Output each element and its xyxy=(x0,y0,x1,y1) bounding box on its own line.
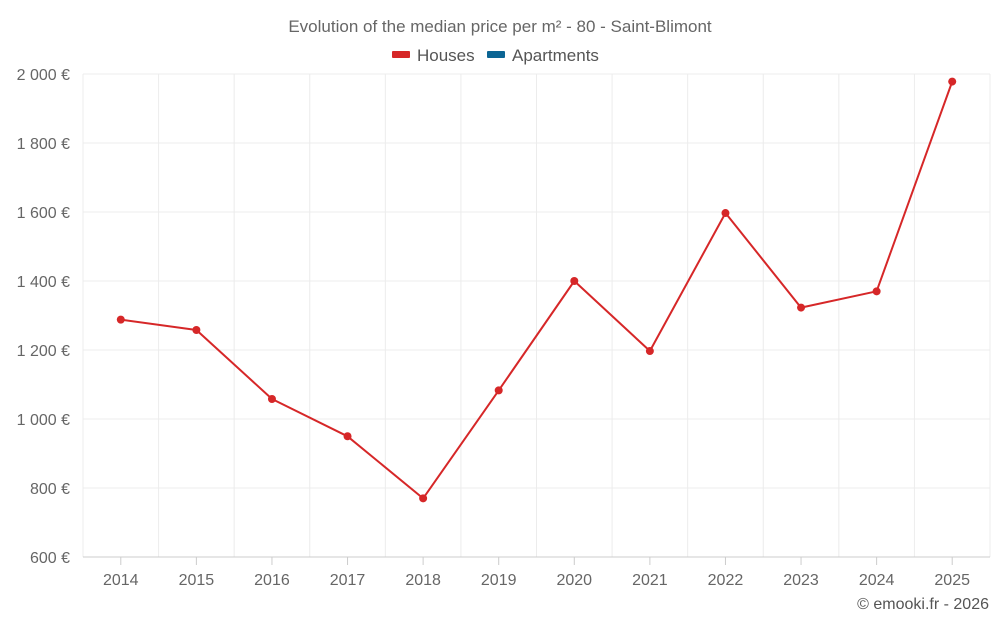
data-point-houses-2014[interactable] xyxy=(116,315,125,324)
x-tick-label: 2023 xyxy=(783,572,819,589)
data-point-houses-2020[interactable] xyxy=(570,277,579,285)
x-tick-label: 2020 xyxy=(556,572,592,589)
y-tick-label: 1 400 € xyxy=(17,274,70,291)
data-point-houses-2015[interactable] xyxy=(192,325,201,334)
data-point-houses-2022[interactable] xyxy=(721,209,730,218)
x-tick-label: 2016 xyxy=(254,572,290,589)
x-axis-labels: 2014 2015 2016 2017 2018 2019 2020 2021 2022 2023… xyxy=(103,557,970,589)
y-tick-label: 600 € xyxy=(30,550,70,567)
legend: Houses Apartments xyxy=(392,46,599,65)
y-tick-label: 1 800 € xyxy=(17,136,70,153)
x-tick-label: 2024 xyxy=(859,572,895,589)
legend-item-houses[interactable]: Houses xyxy=(392,46,475,65)
credit-text: © emooki.fr - 2026 xyxy=(857,596,989,613)
data-point-houses-2024[interactable] xyxy=(872,287,881,296)
legend-item-apartments[interactable]: Apartments xyxy=(487,46,599,65)
x-tick-label: 2017 xyxy=(330,572,366,589)
y-tick-label: 1 200 € xyxy=(17,343,70,360)
y-tick-label: 2 000 € xyxy=(17,67,70,84)
y-axis-labels: 600 € 800 € 1 000 € 1 200 € 1 400 € 1 600 € 1 … xyxy=(17,67,70,567)
data-point-houses-2017[interactable] xyxy=(343,432,352,441)
horizontal-gridlines xyxy=(83,73,990,489)
chart-title: Evolution of the median price per m² - 8… xyxy=(288,17,712,36)
data-point-houses-2019[interactable] xyxy=(494,386,503,395)
series-group xyxy=(116,77,957,503)
legend-swatch-houses xyxy=(392,51,410,58)
data-point-houses-2023[interactable] xyxy=(797,303,806,312)
x-tick-label: 2018 xyxy=(405,572,441,589)
series-line-houses xyxy=(120,81,954,500)
x-tick-label: 2015 xyxy=(179,572,215,589)
legend-label-apartments: Apartments xyxy=(512,46,599,65)
x-tick-label: 2019 xyxy=(481,572,517,589)
vertical-gridlines xyxy=(82,74,991,557)
x-tick-label: 2025 xyxy=(934,572,970,589)
data-point-houses-2025[interactable] xyxy=(948,77,957,86)
y-tick-label: 800 € xyxy=(30,481,70,498)
data-point-houses-2016[interactable] xyxy=(267,394,276,403)
data-point-houses-2021[interactable] xyxy=(645,347,654,356)
legend-label-houses: Houses xyxy=(417,46,475,65)
y-tick-label: 1 000 € xyxy=(17,412,70,429)
x-tick-label: 2021 xyxy=(632,572,668,589)
legend-swatch-apartments xyxy=(487,51,505,58)
x-tick-label: 2022 xyxy=(708,572,744,589)
y-tick-label: 1 600 € xyxy=(17,205,70,222)
x-tick-label: 2014 xyxy=(103,572,139,589)
data-point-houses-2018[interactable] xyxy=(419,494,428,503)
